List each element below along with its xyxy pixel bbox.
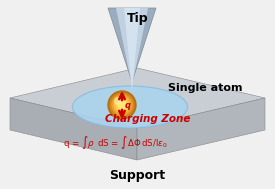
Polygon shape — [10, 98, 137, 160]
Text: Single atom: Single atom — [168, 83, 242, 93]
Polygon shape — [137, 98, 265, 160]
Circle shape — [110, 93, 134, 117]
Polygon shape — [124, 8, 140, 90]
Text: Tip: Tip — [127, 12, 149, 25]
Circle shape — [112, 95, 132, 115]
Circle shape — [114, 98, 122, 105]
Text: Charging Zone: Charging Zone — [105, 114, 191, 124]
Text: q = $\int\rho\,$ dS = $\int\Delta\Phi\,$dS/l$\varepsilon_0$: q = $\int\rho\,$ dS = $\int\Delta\Phi\,$… — [63, 135, 167, 151]
Circle shape — [108, 91, 136, 119]
Circle shape — [118, 101, 126, 109]
Ellipse shape — [73, 86, 188, 128]
Polygon shape — [116, 8, 148, 86]
Text: Support: Support — [109, 170, 165, 183]
Circle shape — [116, 99, 128, 111]
Text: q: q — [125, 101, 131, 109]
Circle shape — [114, 97, 130, 113]
Polygon shape — [10, 68, 265, 128]
Polygon shape — [108, 8, 156, 82]
